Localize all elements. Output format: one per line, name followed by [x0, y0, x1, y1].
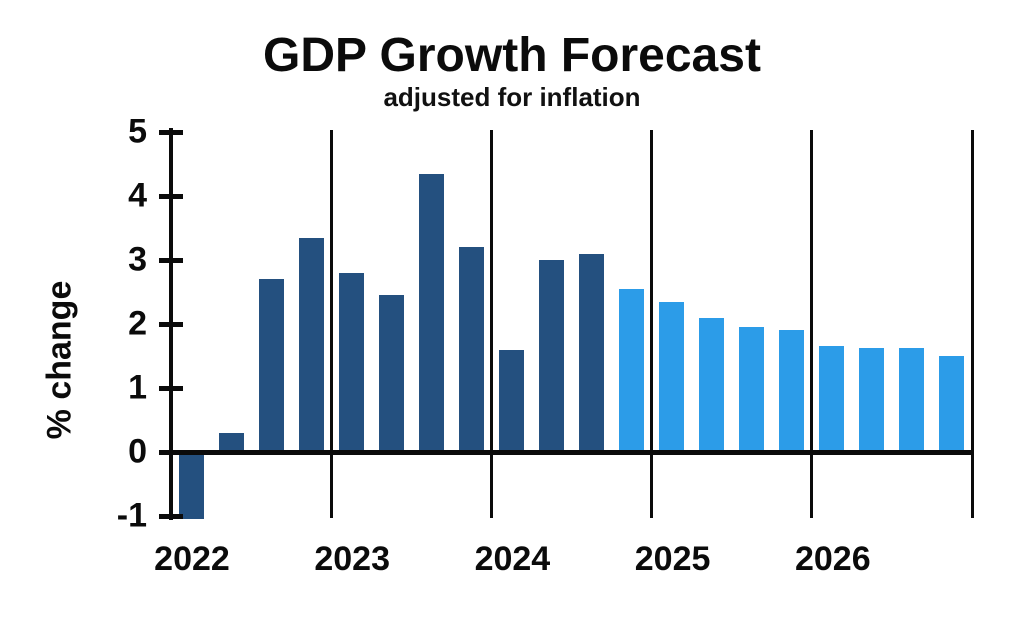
y-tick-label-3: 3	[128, 240, 147, 279]
bar-2024-q4	[619, 288, 645, 452]
bar-2026-q2	[859, 347, 885, 452]
y-tick-label-5: 5	[128, 112, 147, 151]
bar-2026-q4	[939, 356, 965, 452]
y-tick-label-4: 4	[128, 176, 147, 215]
y-tick-label-1: 1	[128, 368, 147, 407]
x-tick-label-2025: 2025	[634, 540, 711, 578]
year-boundary-line-2026	[810, 130, 814, 518]
bar-2025-q2	[699, 317, 725, 452]
y-tick-1	[159, 385, 183, 391]
chart-subtitle: adjusted for inflation	[383, 82, 641, 112]
bar-2025-q3	[739, 327, 765, 452]
year-boundary-line-right-edge	[970, 130, 974, 518]
bar-2023-q4	[458, 247, 484, 452]
year-boundary-line-2025	[650, 130, 654, 518]
bar-2022-q3	[258, 279, 284, 452]
x-tick-label-2026: 2026	[794, 540, 871, 578]
bar-2024-q2	[538, 260, 564, 452]
y-tick-2	[159, 321, 183, 327]
zero-baseline	[171, 449, 974, 455]
x-tick-label-2022: 2022	[154, 540, 230, 578]
y-tick-3	[159, 257, 183, 263]
bar-2025-q4	[779, 330, 805, 452]
bar-2023-q1	[338, 272, 364, 452]
y-tick--1	[159, 513, 183, 519]
x-tick-label-2023: 2023	[314, 540, 391, 578]
x-tick-label-2024: 2024	[474, 540, 551, 578]
year-boundary-line-2024	[489, 130, 493, 518]
y-tick-0	[159, 449, 183, 455]
bar-2023-q2	[378, 295, 404, 452]
bar-2022-q2	[218, 432, 244, 452]
chart-title: GDP Growth Forecast	[263, 29, 761, 82]
bar-2022-q1	[178, 452, 204, 520]
bar-2022-q4	[298, 237, 324, 452]
year-boundary-line-2023	[329, 130, 333, 518]
y-tick-label-0: 0	[128, 432, 147, 471]
bar-2026-q3	[899, 348, 925, 452]
bar-2026-q1	[819, 346, 845, 452]
bar-2023-q3	[418, 173, 444, 452]
bar-2025-q1	[659, 301, 685, 452]
bar-2024-q3	[579, 253, 605, 452]
bar-2024-q1	[498, 349, 524, 452]
y-tick-4	[159, 193, 183, 199]
y-tick-5	[159, 129, 183, 135]
y-tick-label-2: 2	[128, 304, 147, 343]
y-tick-label--1: -1	[116, 496, 147, 535]
